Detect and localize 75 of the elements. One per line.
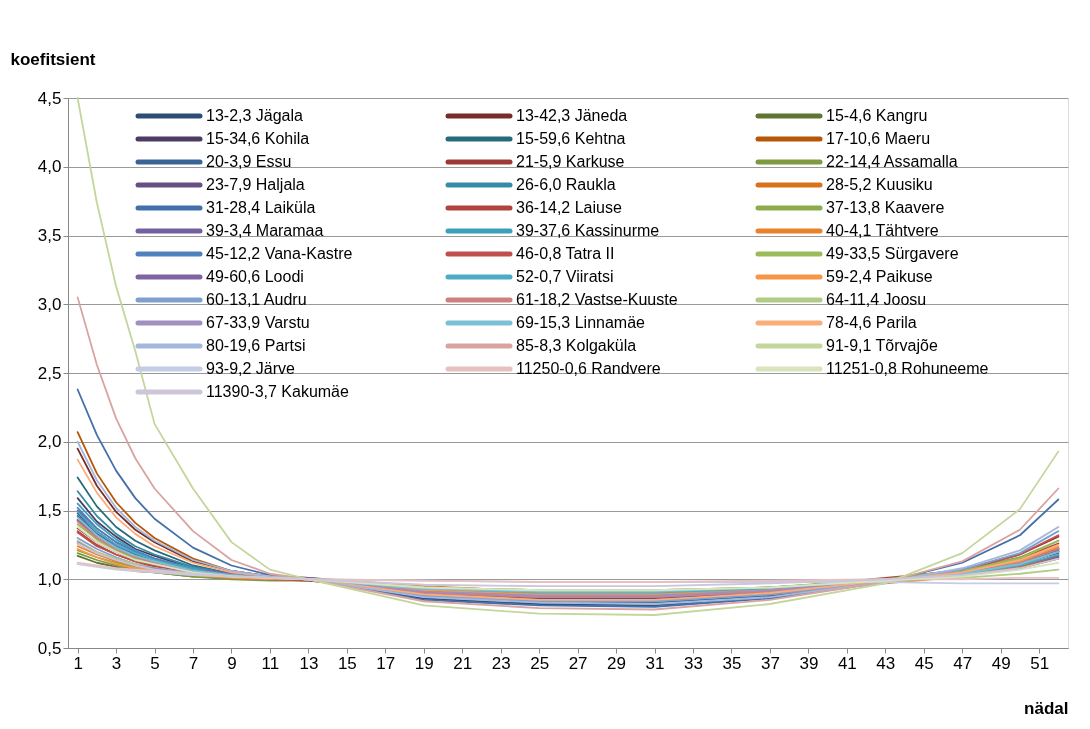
legend-label: 40-4,1 Tähtvere: [826, 222, 939, 239]
x-tick-label: 51: [1030, 653, 1050, 673]
x-tick-label: 15: [337, 653, 357, 673]
x-tick-label: 35: [722, 653, 742, 673]
legend-label: 52-0,7 Viiratsi: [516, 268, 614, 285]
x-tick-label: 5: [150, 653, 160, 673]
legend-label: 93-9,2 Järve: [206, 360, 296, 377]
x-axis-title: nädal: [1024, 698, 1069, 718]
x-tick-label: 27: [568, 653, 588, 673]
x-tick-label: 3: [111, 653, 122, 673]
x-tick-label: 41: [837, 653, 857, 673]
legend-label: 46-0,8 Tatra II: [516, 245, 615, 262]
y-tick-label: 0,5: [37, 638, 62, 658]
legend-label: 11251-0,8 Rohuneeme: [826, 360, 989, 377]
x-tick-label: 37: [760, 653, 780, 673]
y-tick-label: 4,0: [37, 157, 62, 177]
legend-label: 15-34,6 Kohila: [206, 130, 310, 147]
legend-label: 26-6,0 Raukla: [516, 176, 616, 193]
x-tick-label: 23: [491, 653, 511, 673]
x-tick-label: 21: [453, 653, 473, 673]
x-tick-label: 31: [645, 653, 665, 673]
x-tick-label: 19: [414, 653, 434, 673]
y-tick-label: 2,0: [37, 432, 62, 452]
legend-label: 37-13,8 Kaavere: [826, 199, 945, 216]
legend-label: 23-7,9 Haljala: [206, 176, 305, 193]
x-tick-label: 1: [73, 653, 83, 673]
legend-label: 13-42,3 Jäneda: [516, 107, 628, 124]
line-series: [76, 97, 1060, 616]
y-tick-label: 2,5: [37, 363, 62, 383]
legend-label: 36-14,2 Laiuse: [516, 199, 622, 216]
legend-label: 49-33,5 Sürgavere: [826, 245, 959, 262]
y-tick-label: 1,5: [37, 501, 62, 520]
x-tick-label: 49: [991, 653, 1011, 673]
legend-label: 80-19,6 Partsi: [206, 337, 306, 354]
y-tick-label: 1,0: [37, 569, 62, 589]
x-tick-label: 11: [261, 653, 280, 673]
x-tick-label: 45: [914, 653, 934, 673]
legend-label: 91-9,1 Tõrvajõe: [826, 337, 938, 354]
legend-label: 13-2,3 Jägala: [206, 107, 304, 124]
legend-label: 31-28,4 Laiküla: [206, 199, 316, 216]
y-axis-title: koefitsient: [10, 49, 96, 69]
x-tick-label: 39: [799, 653, 819, 673]
legend-label: 59-2,4 Paikuse: [826, 268, 933, 285]
legend-label: 49-60,6 Loodi: [206, 268, 304, 285]
legend-label: 60-13,1 Audru: [206, 291, 307, 308]
x-tick-label: 9: [227, 653, 237, 673]
x-tick-label: 43: [876, 653, 896, 673]
x-tick-label: 47: [953, 653, 973, 673]
legend-label: 61-18,2 Vastse-Kuuste: [516, 291, 678, 308]
legend-label: 21-5,9 Karkuse: [516, 153, 625, 170]
x-tick-label: 25: [530, 653, 550, 673]
legend-label: 22-14,4 Assamalla: [826, 153, 958, 170]
legend-label: 39-3,4 Maramaa: [206, 222, 324, 239]
y-tick-label: 4,5: [37, 88, 62, 108]
legend-label: 28-5,2 Kuusiku: [826, 176, 933, 193]
legend-label: 67-33,9 Varstu: [206, 314, 310, 331]
legend-label: 11250-0,6 Randvere: [516, 360, 661, 377]
legend-label: 11390-3,7 Kakumäe: [206, 383, 350, 400]
legend-label: 69-15,3 Linnamäe: [516, 314, 646, 331]
legend-label: 20-3,9 Essu: [206, 153, 292, 170]
legend-label: 64-11,4 Joosu: [826, 291, 927, 308]
x-tick-label: 13: [299, 653, 319, 673]
legend-label: 15-4,6 Kangru: [826, 107, 928, 124]
x-tick-label: 17: [376, 653, 396, 673]
legend-label: 17-10,6 Maeru: [826, 130, 931, 147]
legend-label: 45-12,2 Vana-Kastre: [206, 245, 353, 262]
legend-label: 39-37,6 Kassinurme: [516, 222, 660, 239]
y-tick-label: 3,5: [37, 226, 62, 245]
x-tick-label: 29: [607, 653, 627, 673]
legend-label: 78-4,6 Parila: [826, 314, 917, 331]
x-tick-label: 33: [684, 653, 703, 673]
x-tick-label: 7: [188, 653, 199, 673]
legend-label: 15-59,6 Kehtna: [516, 130, 626, 147]
y-tick-label: 3,0: [37, 294, 62, 314]
legend-label: 85-8,3 Kolgaküla: [516, 337, 637, 354]
